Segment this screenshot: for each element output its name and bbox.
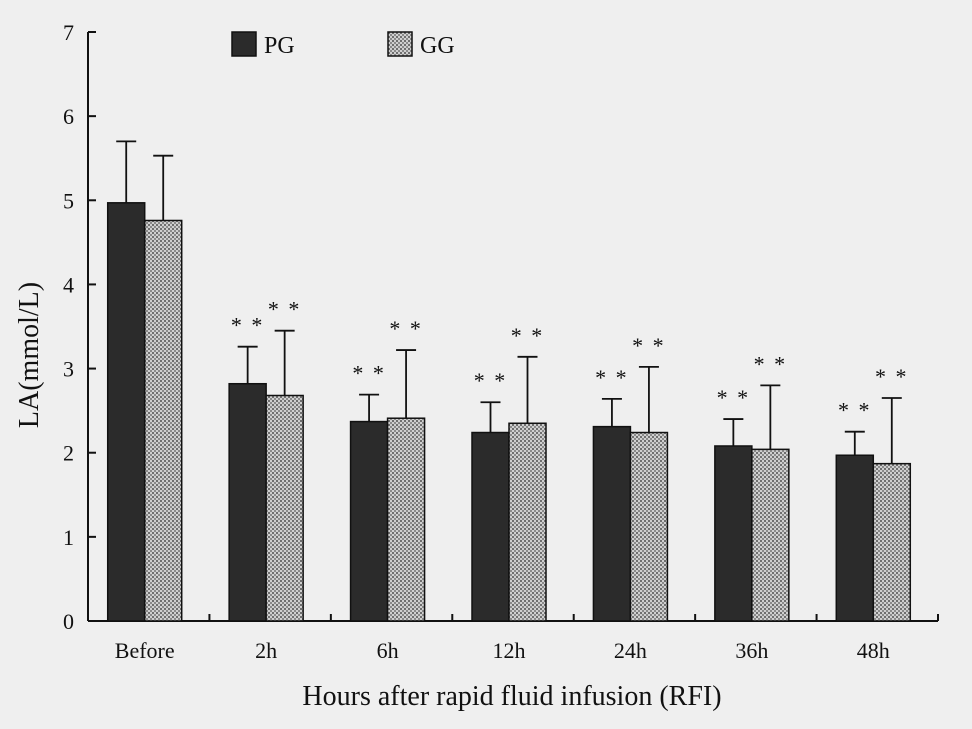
bar-pg-2h <box>228 382 267 622</box>
bar-pg-12h <box>471 431 510 622</box>
significance-marker: * * <box>268 297 302 322</box>
bar-pg-before <box>106 202 146 622</box>
x-axis-title: Hours after rapid fluid infusion (RFI) <box>302 681 721 712</box>
x-tick-label: 48h <box>857 638 890 663</box>
significance-marker: * * <box>717 385 751 410</box>
significance-marker: * * <box>389 316 423 341</box>
legend-label-gg: GG <box>420 33 455 59</box>
x-tick-label: 2h <box>255 638 277 663</box>
significance-layer: * ** ** ** ** ** ** ** ** ** ** ** * <box>231 297 909 423</box>
x-tick-label: 36h <box>735 638 768 663</box>
y-tick-label: 5 <box>63 188 74 213</box>
significance-marker: * * <box>352 361 386 386</box>
bar-gg-12h <box>508 422 547 622</box>
bar-pg-36h <box>714 445 753 622</box>
y-tick-label: 2 <box>63 441 74 466</box>
x-tick-label: 12h <box>493 638 526 663</box>
bar-pg-24h <box>592 425 632 622</box>
y-axis-title: LA(mmol/L) <box>14 282 45 428</box>
y-tick-label: 1 <box>63 525 74 550</box>
significance-marker: * * <box>632 333 666 358</box>
legend-swatch-pg <box>231 31 257 57</box>
y-tick-label: 6 <box>63 104 74 129</box>
bar-gg-48h <box>872 462 912 622</box>
legend-swatch-gg <box>387 31 413 57</box>
bar-gg-6h <box>386 417 426 622</box>
y-tick-label: 3 <box>63 357 74 382</box>
y-tick-label: 7 <box>63 20 74 45</box>
significance-marker: * * <box>231 313 265 338</box>
significance-marker: * * <box>511 323 545 348</box>
bar-gg-24h <box>629 431 669 622</box>
bar-gg-36h <box>751 448 790 622</box>
y-tick-label: 4 <box>63 272 74 297</box>
significance-marker: * * <box>595 365 629 390</box>
x-tick-label: Before <box>115 638 175 663</box>
bar-gg-before <box>143 219 183 622</box>
bar-pg-48h <box>835 454 875 622</box>
error-bars-layer <box>116 140 902 464</box>
significance-marker: * * <box>754 351 788 376</box>
legend: PG GG <box>231 31 455 59</box>
significance-marker: * * <box>838 398 872 423</box>
x-tick-label: 24h <box>614 638 647 663</box>
legend-label-pg: PG <box>264 33 295 59</box>
x-tick-label: 6h <box>377 638 399 663</box>
bars-layer <box>106 202 912 622</box>
y-tick-label: 0 <box>63 609 74 634</box>
significance-marker: * * <box>474 368 508 393</box>
significance-marker: * * <box>875 364 909 389</box>
bar-gg-2h <box>265 394 304 622</box>
bar-pg-6h <box>349 420 389 622</box>
